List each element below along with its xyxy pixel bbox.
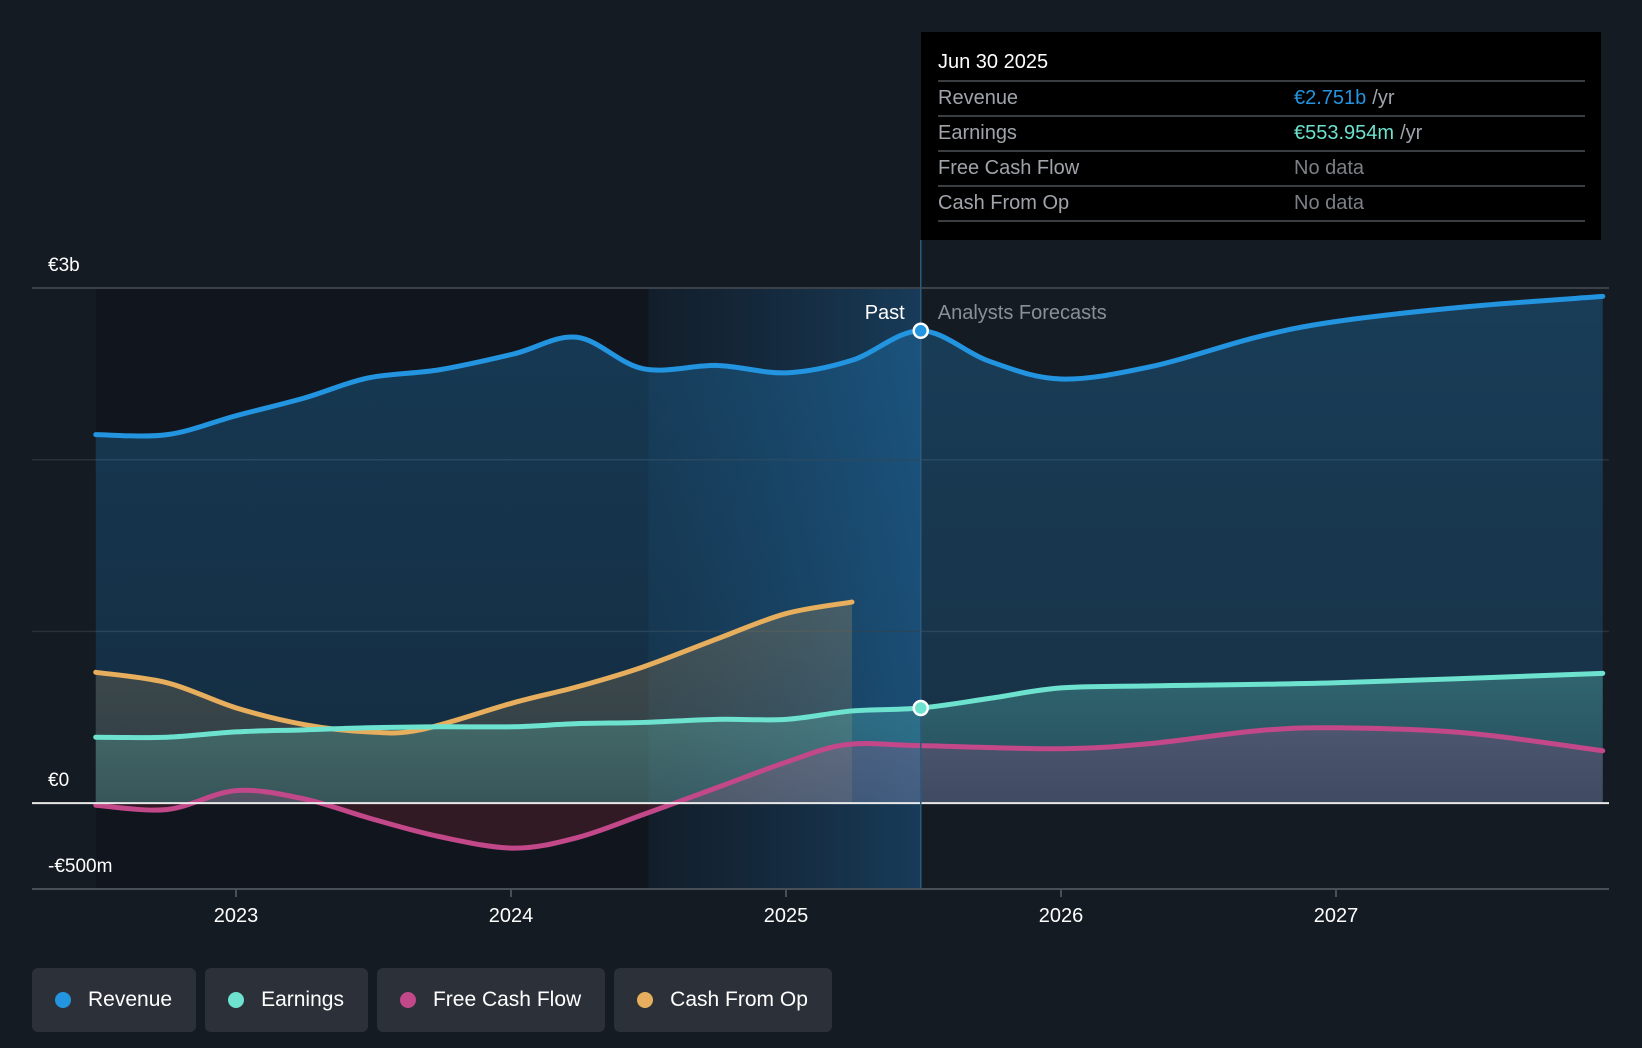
legend-item-cash-from-op[interactable]: Cash From Op [614, 968, 832, 1032]
x-tick-label: 2025 [764, 905, 809, 927]
legend-item-earnings[interactable]: Earnings [205, 968, 368, 1032]
cash-from-op-line [93, 599, 855, 736]
tooltip-value: No data [1294, 192, 1365, 214]
y-tick-label: €0 [48, 770, 69, 791]
tooltip-row-revenue: Revenue €2.751b /yr [938, 82, 1585, 117]
legend-label: Free Cash Flow [432, 988, 582, 1011]
x-tick-label: 2024 [489, 905, 534, 927]
x-tick-label: 2023 [214, 905, 259, 927]
revenue-line [93, 293, 1606, 439]
legend-item-revenue[interactable]: Revenue [32, 968, 197, 1032]
tooltip-row-earnings: Earnings €553.954m /yr [938, 117, 1585, 152]
tooltip-date: Jun 30 2025 [938, 44, 1585, 82]
tooltip-unit: /yr [1400, 122, 1423, 144]
legend-label: Revenue [88, 988, 173, 1011]
free-cash-flow-area [192, 727, 1603, 803]
tooltip-label: Cash From Op [938, 192, 1070, 214]
earnings-line [93, 670, 1606, 741]
revenue-area [95, 296, 1603, 803]
y-tick-label: -€500m [48, 856, 112, 877]
tooltip-row-free-cash-flow: Free Cash Flow No data [938, 152, 1585, 187]
legend-dot-icon [55, 992, 71, 1008]
legend-dot-icon [399, 992, 416, 1008]
y-tick-label: €3b [48, 255, 80, 276]
legend-dot-icon [228, 992, 245, 1008]
tooltip-label: Free Cash Flow [938, 157, 1080, 179]
tooltip-row-cash-from-op: Cash From Op No data [938, 187, 1585, 222]
tooltip-unit: /yr [1372, 87, 1395, 109]
legend-item-free-cash-flow[interactable]: Free Cash Flow [376, 968, 606, 1032]
forecast-label: Analysts Forecasts [938, 302, 1107, 324]
legend-label: Earnings [261, 988, 344, 1011]
legend-dot-icon [637, 992, 654, 1008]
free-cash-flow-negative-area [95, 803, 1603, 849]
tooltip-value: No data [1294, 157, 1365, 179]
legend-label: Cash From Op [670, 988, 808, 1011]
tooltip-label: Revenue [938, 87, 1019, 109]
earnings-highlight-point[interactable] [912, 699, 929, 717]
tooltip-value: €553.954m [1294, 122, 1395, 144]
tooltip-value: €2.751b [1294, 87, 1367, 109]
revenue-highlight-point[interactable] [912, 322, 929, 340]
x-tick-label: 2027 [1314, 905, 1359, 927]
tooltip-label: Earnings [938, 122, 1017, 144]
legend: Revenue Earnings Free Cash Flow Cash Fro… [32, 968, 832, 1032]
free-cash-flow-line [93, 725, 1606, 851]
x-tick-label: 2026 [1039, 905, 1084, 927]
past-label: Past [865, 302, 905, 324]
tooltip: Jun 30 2025 Revenue €2.751b /yr Earnings… [921, 32, 1601, 240]
